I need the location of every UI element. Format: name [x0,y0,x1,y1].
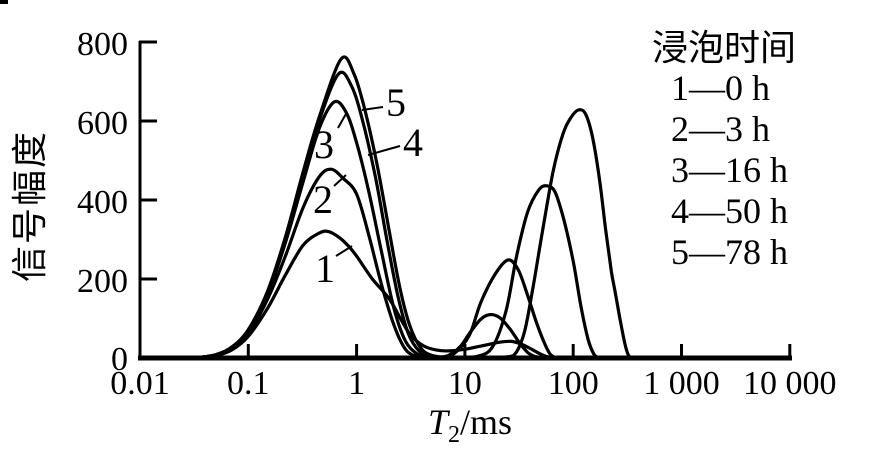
x-tick-label-10: 10 [447,365,482,402]
x-tick-label-10000: 10 000 [743,365,837,402]
legend-item-4: 4—50 h [671,191,788,231]
curve-label-1: 1 [315,246,335,291]
leader-line-3 [337,111,348,129]
x-tick-label-100: 100 [547,365,599,402]
y-tick-label-600: 600 [77,105,128,142]
leader-line-5 [361,106,384,111]
legend-item-3: 3—16 h [671,150,788,190]
x-tick-label-1: 1 [348,365,366,402]
legend-title: 浸泡时间 [652,28,797,68]
curve-label-4: 4 [403,120,423,165]
leader-line-1 [335,245,353,257]
legend-items: 1—0 h 2—3 h 3—16 h 4—50 h 5—78 h [652,68,796,273]
legend-item-5: 5—78 h [671,232,788,272]
curve-label-5: 5 [386,80,406,125]
legend: 浸泡时间 1—0 h 2—3 h 3—16 h 4—50 h 5—78 h [652,28,796,273]
leader-line-2 [333,174,347,187]
x-axis-symbol: T [427,402,448,442]
x-tick-label-0.01: 0.01 [110,365,170,402]
legend-item-2: 2—3 h [671,109,770,149]
scan-artifact [0,0,8,4]
x-axis-label: T2/ms [390,402,550,449]
x-axis-subscript: 2 [448,422,460,449]
legend-item-1: 1—0 h [671,68,770,108]
x-tick-label-0.1: 0.1 [227,365,270,402]
y-tick-label-0: 0 [111,341,128,379]
leader-line-4 [367,145,401,156]
curve-label-2: 2 [313,177,333,222]
curve-1-soak-0h [197,229,556,359]
y-tick-label-800: 800 [77,26,128,63]
curve-label-3: 3 [314,122,334,167]
x-tick-label-1000: 1 000 [643,365,720,402]
y-tick-label-200: 200 [77,263,128,300]
y-tick-label-400: 400 [77,184,128,221]
curve-5-soak-78h [197,55,632,359]
x-axis-unit: /ms [460,402,513,442]
